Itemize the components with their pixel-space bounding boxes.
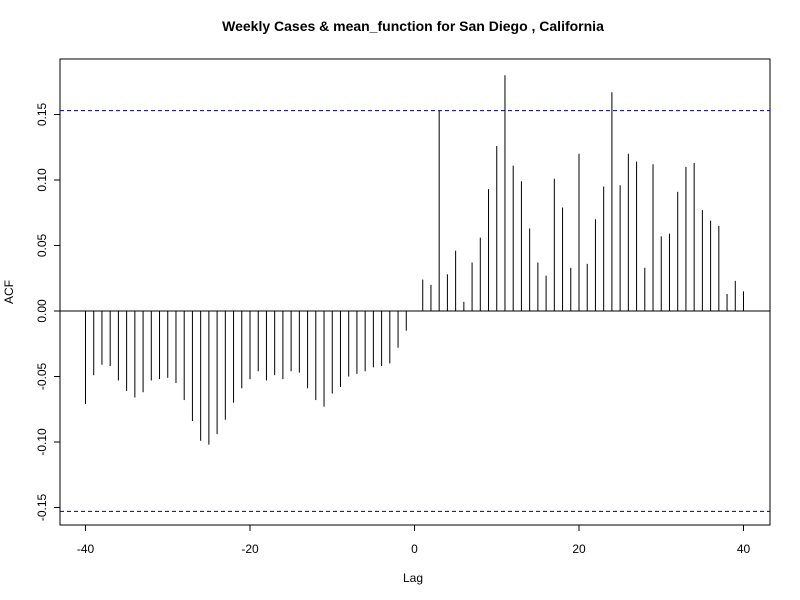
x-tick-label: -40 [77,542,95,556]
y-tick-label: -0.15 [35,494,49,522]
acf-bars [85,75,744,445]
plot-frame [59,58,771,526]
y-axis: -0.15 -0.10 -0.05 0.00 0.05 0.10 0.15 [35,102,60,521]
y-tick-label: 0.05 [35,233,49,257]
x-tick-label: 20 [572,542,586,556]
x-axis: -40 -20 0 20 40 [77,525,751,556]
y-tick-label: -0.05 [35,363,49,391]
y-tick-label: 0.15 [35,102,49,126]
y-tick-label: 0.00 [35,299,49,323]
x-tick-label: 40 [737,542,751,556]
x-tick-label: -20 [241,542,259,556]
y-tick-label: 0.10 [35,168,49,192]
y-axis-title: ACF [2,280,16,304]
x-tick-label: 0 [411,542,418,556]
y-tick-label: -0.10 [35,428,49,456]
x-axis-title: Lag [403,571,423,585]
chart-title: Weekly Cases & mean_function for San Die… [222,18,604,34]
